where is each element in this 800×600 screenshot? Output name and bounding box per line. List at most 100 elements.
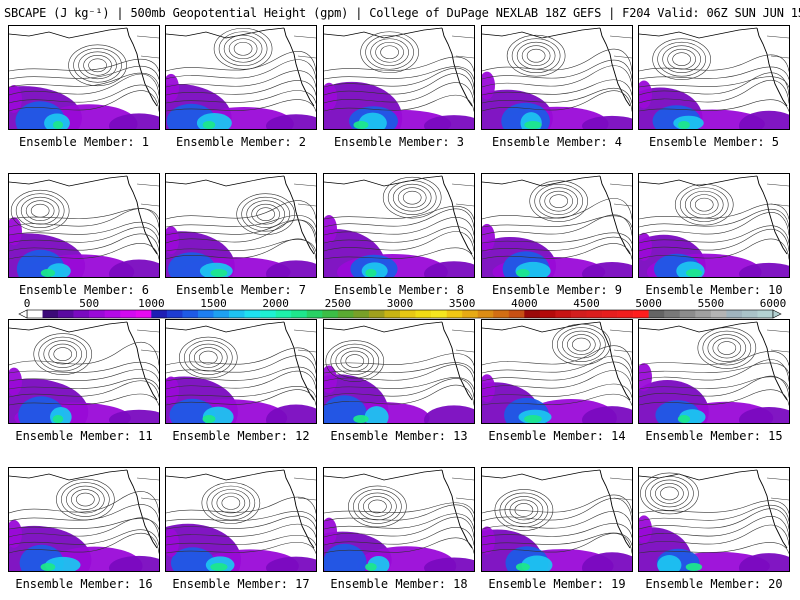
colorbar-segment — [493, 310, 510, 318]
colorbar-segment — [197, 310, 214, 318]
ensemble-map-panel — [638, 173, 790, 278]
colorbar-segment — [524, 310, 541, 318]
colorbar-segment — [89, 310, 106, 318]
ensemble-map-panel — [165, 467, 317, 572]
ensemble-map-panel — [323, 173, 475, 278]
ensemble-member-label: Ensemble Member: 1 — [18, 135, 150, 149]
ensemble-member-label: Ensemble Member: 11 — [15, 429, 153, 443]
colorbar-segment — [42, 310, 59, 318]
colorbar-tick-label: 1500 — [200, 297, 227, 310]
ensemble-member-label: Ensemble Member: 2 — [175, 135, 307, 149]
colorbar-segment — [229, 310, 245, 318]
colorbar-segment — [415, 310, 432, 318]
colorbar-segment — [757, 310, 774, 318]
colorbar-segment — [337, 310, 354, 318]
colorbar-segment — [260, 310, 276, 318]
colorbar-segment — [368, 310, 385, 318]
ensemble-map-panel — [638, 467, 790, 572]
colorbar-segment — [384, 310, 401, 318]
colorbar-tick-label: 4000 — [511, 297, 538, 310]
colorbar-segment — [710, 310, 727, 318]
cape-colorbar — [18, 309, 782, 319]
colorbar-segment — [555, 310, 572, 318]
ensemble-map-panel — [8, 173, 160, 278]
ensemble-member-label: Ensemble Member: 6 — [18, 283, 150, 297]
colorbar-tick-label: 5500 — [697, 297, 725, 310]
ensemble-map-panel — [323, 467, 475, 572]
ensemble-map-panel — [165, 25, 317, 130]
colorbar-segment — [135, 310, 152, 318]
colorbar-segment — [431, 310, 447, 318]
colorbar-segment — [633, 310, 649, 318]
ensemble-member-label: Ensemble Member: 17 — [172, 577, 310, 591]
ensemble-member-label: Ensemble Member: 16 — [15, 577, 153, 591]
colorbar-segment — [617, 310, 634, 318]
ensemble-map-panel — [481, 25, 633, 130]
colorbar-segment — [570, 310, 587, 318]
chart-title: SBCAPE (J kg⁻¹) | 500mb Geopotential Hei… — [4, 6, 800, 20]
colorbar-segment — [648, 310, 665, 318]
colorbar-segment — [726, 310, 743, 318]
colorbar-segment — [73, 310, 90, 318]
ensemble-map-panel — [323, 319, 475, 424]
ensemble-member-label: Ensemble Member: 18 — [330, 577, 468, 591]
colorbar-segment — [291, 310, 308, 318]
ensemble-map-panel — [481, 173, 633, 278]
ensemble-member-label: Ensemble Member: 9 — [491, 283, 623, 297]
colorbar-right-arrow — [772, 309, 782, 319]
colorbar-left-arrow — [18, 309, 28, 319]
ensemble-map-panel — [165, 319, 317, 424]
ensemble-map-panel — [638, 319, 790, 424]
colorbar-tick-label: 2000 — [262, 297, 289, 310]
colorbar-segment — [322, 310, 339, 318]
colorbar-segment — [446, 310, 463, 318]
ensemble-map-panel — [481, 319, 633, 424]
colorbar-segment — [244, 310, 261, 318]
colorbar-tick-labels: 0 500 1000 1500 2000 2500 3000 3500 4000 4500 5000… — [0, 297, 800, 310]
colorbar-segment — [539, 310, 556, 318]
ensemble-member-label: Ensemble Member: 12 — [172, 429, 310, 443]
colorbar-segment — [306, 310, 323, 318]
ensemble-member-label: Ensemble Member: 15 — [645, 429, 783, 443]
ensemble-member-label: Ensemble Member: 19 — [488, 577, 626, 591]
colorbar-segment — [353, 310, 370, 318]
ensemble-member-label: Ensemble Member: 10 — [645, 283, 783, 297]
colorbar-segment — [120, 310, 137, 318]
colorbar-segment — [586, 310, 603, 318]
ensemble-map-panel — [8, 25, 160, 130]
ensemble-member-label: Ensemble Member: 4 — [491, 135, 623, 149]
colorbar-tick-label: 6000 — [759, 297, 787, 310]
ensemble-member-label: Ensemble Member: 7 — [175, 283, 307, 297]
ensemble-member-label: Ensemble Member: 3 — [333, 135, 465, 149]
colorbar-segment — [166, 310, 183, 318]
colorbar-segment — [400, 310, 416, 318]
colorbar-segment — [664, 310, 681, 318]
colorbar-segment — [58, 310, 74, 318]
ensemble-member-label: Ensemble Member: 20 — [645, 577, 783, 591]
colorbar-tick-label: 3000 — [386, 297, 414, 310]
ensemble-map-panel — [165, 173, 317, 278]
colorbar-segment — [679, 310, 696, 318]
ensemble-map-panel — [8, 467, 160, 572]
colorbar-segment — [695, 310, 712, 318]
ensemble-map-panel — [323, 25, 475, 130]
colorbar-segment — [151, 310, 168, 318]
ensemble-map-panel — [638, 25, 790, 130]
colorbar-tick-label: 5000 — [635, 297, 662, 310]
colorbar-segment — [508, 310, 525, 318]
colorbar-tick-label: 2500 — [324, 297, 352, 310]
ensemble-map-panel — [481, 467, 633, 572]
colorbar-segment — [477, 310, 494, 318]
colorbar-segment — [741, 310, 758, 318]
colorbar-segment — [602, 310, 618, 318]
colorbar-segment — [462, 310, 479, 318]
ensemble-member-label: Ensemble Member: 14 — [488, 429, 626, 443]
ensemble-member-label: Ensemble Member: 13 — [330, 429, 468, 443]
colorbar-tick-label: 500 — [79, 297, 100, 310]
ensemble-member-label: Ensemble Member: 8 — [333, 283, 465, 297]
colorbar-tick-label: 1000 — [138, 297, 165, 310]
colorbar-tick-label: 3500 — [448, 297, 476, 310]
colorbar-segment — [213, 310, 230, 318]
colorbar-segment — [104, 310, 121, 318]
colorbar-segment — [182, 310, 199, 318]
